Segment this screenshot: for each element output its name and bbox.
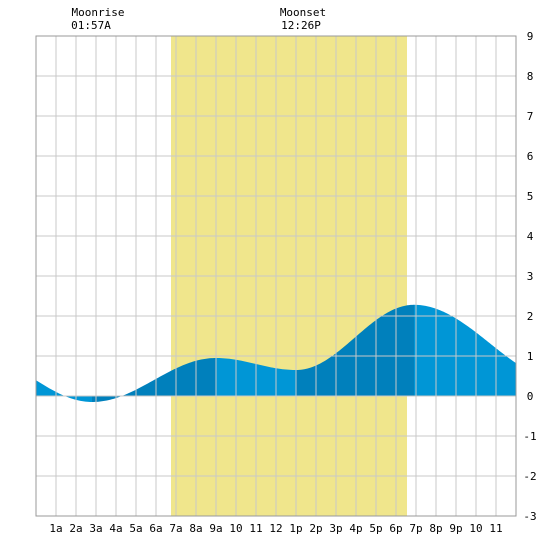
y-tick-label: 9 xyxy=(527,30,534,43)
y-tick-label: 2 xyxy=(527,310,534,323)
plot-border xyxy=(35,35,517,517)
moon-labels: Moonrise 01:57A Moonset 12:26P xyxy=(71,6,326,32)
tide-segment-0 xyxy=(36,380,92,402)
y-tick-label: 3 xyxy=(527,270,534,283)
tide-segment-1 xyxy=(92,358,216,402)
x-tick-label: 6a xyxy=(149,522,162,535)
x-tick-label: 5a xyxy=(129,522,142,535)
x-tick-label: 3a xyxy=(89,522,102,535)
moonset-time: 12:26P xyxy=(281,19,321,32)
x-tick-label: 5p xyxy=(369,522,382,535)
x-tick-label: 12 xyxy=(269,522,282,535)
y-tick-label: 6 xyxy=(527,150,534,163)
y-tick-label: 7 xyxy=(527,110,534,123)
x-tick-label: 4a xyxy=(109,522,122,535)
y-tick-label: 4 xyxy=(527,230,534,243)
x-tick-label: 7a xyxy=(169,522,182,535)
x-tick-label: 1p xyxy=(289,522,302,535)
moonset-label: Moonset xyxy=(280,6,326,19)
tide-segment-3 xyxy=(296,304,414,396)
moonrise-time: 01:57A xyxy=(71,19,111,32)
x-tick-label: 11 xyxy=(489,522,502,535)
moonrise-label: Moonrise xyxy=(72,6,125,19)
x-tick-label: 4p xyxy=(349,522,362,535)
x-tick-label: 10 xyxy=(469,522,482,535)
x-tick-label: 1a xyxy=(49,522,62,535)
x-tick-label: 8p xyxy=(429,522,442,535)
x-tick-label: 3p xyxy=(329,522,342,535)
x-tick-label: 9a xyxy=(209,522,222,535)
x-tick-label: 2p xyxy=(309,522,322,535)
x-tick-label: 2a xyxy=(69,522,82,535)
x-tick-label: 9p xyxy=(449,522,462,535)
y-tick-label: 0 xyxy=(527,390,534,403)
y-tick-label: 5 xyxy=(527,190,534,203)
y-tick-label: -1 xyxy=(523,430,536,443)
x-tick-label: 8a xyxy=(189,522,202,535)
x-tick-label: 6p xyxy=(389,522,402,535)
y-tick-label: -2 xyxy=(523,470,536,483)
y-tick-label: 8 xyxy=(527,70,534,83)
y-tick-label: 1 xyxy=(527,350,534,363)
x-tick-label: 7p xyxy=(409,522,422,535)
tide-segment-4 xyxy=(414,304,516,396)
x-tick-label: 11 xyxy=(249,522,262,535)
y-tick-label: -3 xyxy=(523,510,536,523)
x-tick-label: 10 xyxy=(229,522,242,535)
